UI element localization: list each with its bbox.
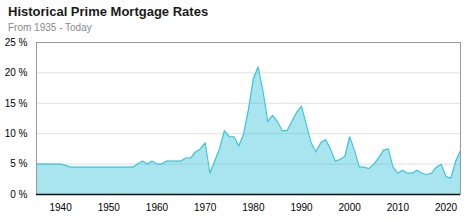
svg-text:1990: 1990 <box>290 202 313 213</box>
svg-text:25 %: 25 % <box>5 37 28 48</box>
svg-text:5 %: 5 % <box>10 158 27 169</box>
svg-text:2020: 2020 <box>435 202 458 213</box>
svg-text:0 %: 0 % <box>10 189 27 200</box>
svg-text:1960: 1960 <box>146 202 169 213</box>
svg-text:1980: 1980 <box>242 202 265 213</box>
svg-text:1940: 1940 <box>49 202 72 213</box>
svg-text:20 %: 20 % <box>5 67 28 78</box>
svg-text:1950: 1950 <box>98 202 121 213</box>
html-text:Historical Prime Mortgage Rate: Historical Prime Mortgage Rates <box>8 4 209 19</box>
svg-text:2010: 2010 <box>387 202 410 213</box>
svg-text:1970: 1970 <box>194 202 217 213</box>
svg-text:15 %: 15 % <box>5 98 28 109</box>
html-text:From 1935 - Today: From 1935 - Today <box>8 22 92 33</box>
svg-text:2000: 2000 <box>339 202 362 213</box>
svg-text:10 %: 10 % <box>5 128 28 139</box>
